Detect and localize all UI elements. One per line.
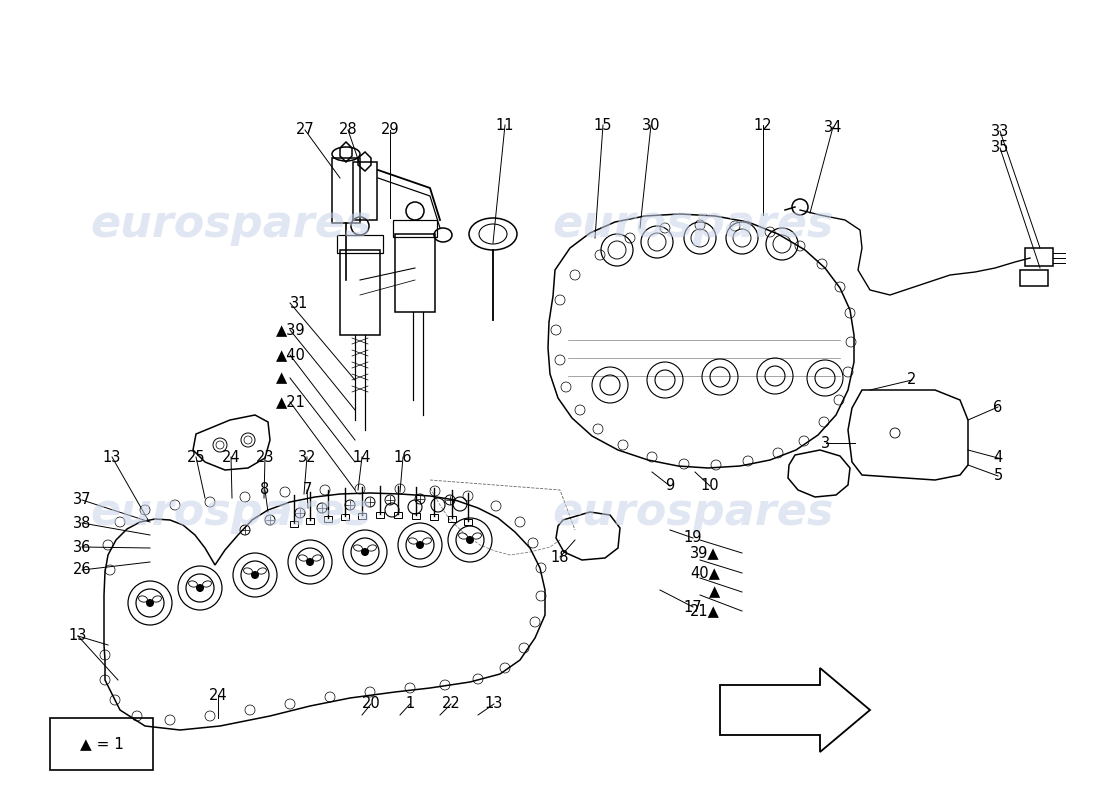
Bar (464, 519, 472, 525)
Bar (306, 518, 313, 524)
Text: 31: 31 (290, 295, 308, 310)
Text: 19: 19 (684, 530, 702, 546)
Text: 14: 14 (353, 450, 372, 465)
Bar (358, 513, 366, 519)
Text: 29: 29 (381, 122, 399, 138)
Text: eurospares: eurospares (552, 202, 834, 246)
Text: 27: 27 (296, 122, 315, 138)
Circle shape (306, 558, 313, 566)
Text: 32: 32 (298, 450, 317, 465)
Text: 2: 2 (908, 373, 916, 387)
Bar (1020, 270, 1048, 286)
Text: 13: 13 (102, 450, 121, 465)
Text: 37: 37 (73, 493, 91, 507)
Bar (50, 718, 153, 770)
Bar (324, 516, 332, 522)
Text: 24: 24 (209, 687, 228, 702)
Bar (290, 521, 298, 527)
Text: 18: 18 (551, 550, 570, 565)
Text: 22: 22 (441, 697, 461, 711)
Text: 10: 10 (701, 478, 719, 494)
Circle shape (251, 571, 258, 579)
Bar (341, 514, 349, 520)
Text: 20: 20 (362, 697, 381, 711)
Text: ▲: ▲ (276, 370, 287, 386)
Bar (1025, 248, 1053, 266)
Text: 9: 9 (666, 478, 674, 494)
Text: 5: 5 (993, 469, 1002, 483)
Text: 26: 26 (73, 562, 91, 578)
Text: 21▲: 21▲ (690, 603, 721, 618)
Text: 28: 28 (339, 122, 358, 138)
Text: 30: 30 (641, 118, 660, 133)
Bar (412, 513, 420, 519)
Text: 15: 15 (594, 118, 613, 133)
Text: 33: 33 (991, 123, 1009, 138)
Text: 17: 17 (684, 599, 702, 614)
Bar (393, 220, 437, 237)
Bar (332, 158, 360, 223)
Text: 13: 13 (485, 697, 503, 711)
Text: 1: 1 (406, 697, 415, 711)
Text: 16: 16 (394, 450, 412, 465)
Text: ▲: ▲ (708, 585, 720, 599)
Text: 13: 13 (69, 629, 87, 643)
Text: eurospares: eurospares (552, 490, 834, 534)
Text: 12: 12 (754, 118, 772, 133)
Text: 7: 7 (302, 482, 311, 498)
Text: 40▲: 40▲ (690, 566, 721, 581)
Circle shape (416, 541, 424, 549)
Text: 39▲: 39▲ (691, 546, 720, 561)
Text: 8: 8 (261, 482, 270, 498)
Text: ▲40: ▲40 (276, 347, 306, 362)
Text: 11: 11 (496, 118, 515, 133)
Bar (395, 234, 434, 312)
Text: 3: 3 (822, 435, 830, 450)
Circle shape (196, 584, 204, 592)
Bar (340, 250, 379, 335)
Bar (353, 162, 377, 220)
Circle shape (146, 599, 154, 607)
Text: 34: 34 (824, 119, 843, 134)
Bar (448, 516, 456, 522)
Text: 35: 35 (991, 141, 1009, 155)
Text: 24: 24 (222, 450, 240, 465)
Text: 25: 25 (187, 450, 206, 465)
Text: ▲ = 1: ▲ = 1 (79, 737, 123, 751)
Bar (430, 514, 438, 520)
Text: 4: 4 (993, 450, 1002, 466)
Text: 36: 36 (73, 539, 91, 554)
Bar (337, 235, 383, 253)
Text: eurospares: eurospares (90, 202, 372, 246)
Circle shape (466, 536, 474, 544)
Text: ▲39: ▲39 (276, 322, 306, 338)
Text: 23: 23 (255, 450, 274, 465)
Text: eurospares: eurospares (90, 490, 372, 534)
Circle shape (361, 548, 368, 556)
Bar (394, 512, 402, 518)
Bar (376, 512, 384, 518)
Text: ▲21: ▲21 (276, 394, 306, 410)
Text: 38: 38 (73, 515, 91, 530)
Text: 6: 6 (993, 399, 1002, 414)
